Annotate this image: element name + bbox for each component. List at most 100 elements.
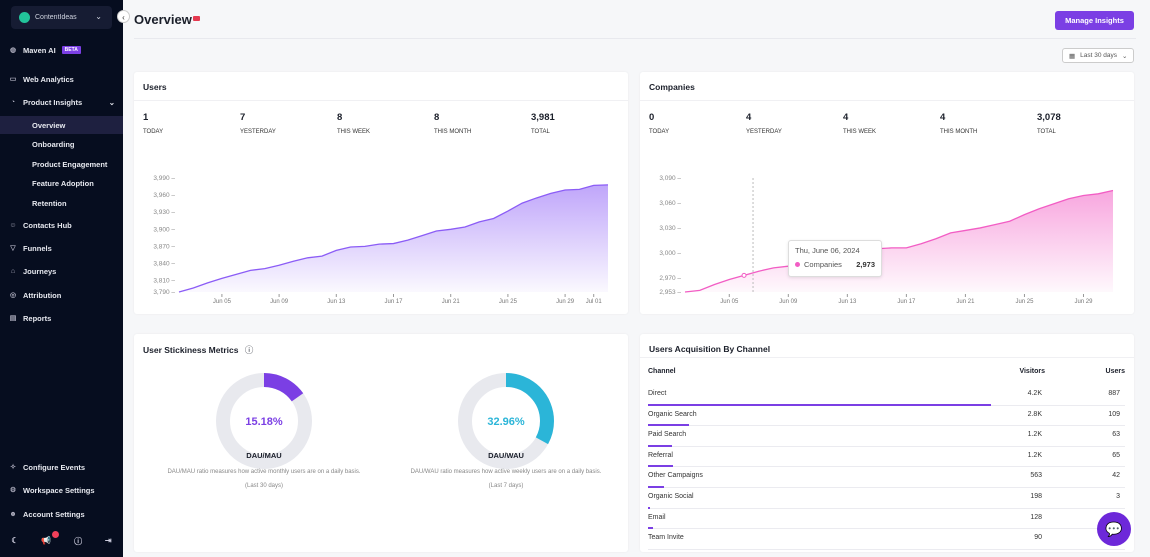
table-row[interactable]: Other Campaigns 563 42 <box>648 467 1125 488</box>
series-dot-icon <box>795 262 800 267</box>
chart-tooltip: Thu, June 06, 2024 Companies 2,973 <box>788 240 882 277</box>
label: Web Analytics <box>23 74 74 84</box>
sidebar-item-feature-adoption[interactable]: Feature Adoption <box>0 174 123 192</box>
sidebar-item-journeys[interactable]: ⌂ Journeys <box>0 262 123 280</box>
y-tick-label: 3,030 – <box>659 225 681 232</box>
sidebar-item-reports[interactable]: ▤ Reports <box>0 309 123 327</box>
table-row[interactable]: Organic Search 2.8K 109 <box>648 406 1125 427</box>
sidebar-item-product-engagement[interactable]: Product Engagement <box>0 155 123 173</box>
table-row[interactable]: Referral 1.2K 65 <box>648 447 1125 468</box>
x-tick-label: Jun 17 <box>384 299 403 305</box>
megaphone-icon[interactable]: 📢 <box>41 536 52 545</box>
attribution-icon: ◎ <box>9 292 17 299</box>
donut-value-arc <box>458 373 554 469</box>
tooltip-series: Companies <box>804 260 842 269</box>
label: Attribution <box>23 290 62 300</box>
stat-total: 3,981 TOTAL <box>531 112 555 135</box>
y-tick-label: 3,840 – <box>153 261 175 268</box>
date-range-label: Last 30 days <box>1080 52 1118 59</box>
date-range-select[interactable]: ▦ Last 30 days ⌄ <box>1062 48 1134 63</box>
tooltip-value: 2,973 <box>856 260 875 269</box>
tooltip-date: Thu, June 06, 2024 <box>795 246 860 255</box>
sidebar-item-retention[interactable]: Retention <box>0 194 123 212</box>
table-row[interactable]: Organic Social 198 3 <box>648 488 1125 509</box>
label: Retention <box>32 198 67 208</box>
y-tick-label: 3,060 – <box>659 200 681 207</box>
browser-icon: ▭ <box>9 76 17 83</box>
sidebar-item-configure-events[interactable]: ✧ Configure Events <box>0 458 123 476</box>
share-bar <box>648 465 673 468</box>
report-icon: ▤ <box>9 315 17 322</box>
acquisition-card: Users Acquisition By Channel Channel Vis… <box>640 334 1134 552</box>
area-fill <box>179 184 608 292</box>
hover-point <box>741 272 747 278</box>
video-icon[interactable] <box>193 16 200 21</box>
sidebar-item-overview[interactable]: Overview <box>0 116 123 134</box>
donut-percent: 32.96% <box>487 416 525 428</box>
label: Feature Adoption <box>32 178 94 188</box>
share-bar <box>648 527 653 530</box>
x-tick-label: Jun 25 <box>1015 299 1034 305</box>
gear-icon: ⚙ <box>9 487 17 494</box>
chevron-down-icon: ⌄ <box>108 97 115 107</box>
x-tick-label: Jun 05 <box>213 299 232 305</box>
label: Configure Events <box>23 462 86 472</box>
sidebar-item-maven-ai[interactable]: ◍ Maven AI BETA <box>0 41 123 59</box>
help-icon[interactable]: ⓘ <box>74 537 83 546</box>
chevron-down-icon: ⌄ <box>1122 52 1128 60</box>
sidebar-item-attribution[interactable]: ◎ Attribution <box>0 286 123 304</box>
funnel-icon: ▽ <box>10 245 16 252</box>
workspace-name: ContentIdeas <box>35 14 77 21</box>
sidebar-item-product-insights[interactable]: ◔ Product Insights ⌄ <box>0 93 123 111</box>
table-row[interactable]: Email 128 <box>648 509 1125 530</box>
y-tick-label: 3,960 – <box>153 192 175 199</box>
label: Onboarding <box>32 139 75 149</box>
info-icon[interactable]: ⓘ <box>244 345 254 355</box>
donut-percent: 15.18% <box>245 416 283 428</box>
stat-this-month: 8 THIS MONTH <box>434 112 472 135</box>
card-title: Users <box>143 82 167 92</box>
table-row[interactable]: Team Invite 90 <box>648 529 1125 550</box>
table-row[interactable]: Paid Search 1.2K 63 <box>648 426 1125 447</box>
x-tick-label: Jun 13 <box>327 299 346 305</box>
dau-mau-info: DAU/MAU DAU/MAU ratio measures how active… <box>167 451 361 489</box>
y-tick-label: 3,000 – <box>659 250 681 257</box>
sidebar-item-workspace-settings[interactable]: ⚙ Workspace Settings <box>0 481 123 499</box>
contacts-icon: ☺ <box>9 221 17 229</box>
y-tick-label: 3,790 – <box>153 289 175 296</box>
sidebar: ContentIdeas ⌄ ◍ Maven AI BETA ▭ Web Analyti… <box>0 0 123 557</box>
label: Funnels <box>23 243 52 253</box>
sidebar-item-onboarding[interactable]: Onboarding <box>0 135 123 153</box>
collapse-sidebar-button[interactable]: ‹ <box>117 10 130 23</box>
sidebar-item-account-settings[interactable]: ☻ Account Settings <box>0 505 123 523</box>
sidebar-item-funnels[interactable]: ▽ Funnels <box>0 239 123 257</box>
label: Overview <box>32 120 66 130</box>
col-users: Users <box>1105 368 1125 375</box>
sidebar-item-web-analytics[interactable]: ▭ Web Analytics <box>0 70 123 88</box>
card-title: Companies <box>649 82 695 92</box>
sidebar-item-contacts-hub[interactable]: ☺ Contacts Hub <box>0 216 123 234</box>
x-tick-label: Jun 13 <box>838 299 857 305</box>
y-tick-label: 2,953 – <box>659 289 681 296</box>
moon-icon[interactable]: ☾ <box>11 536 19 545</box>
x-tick-label: Jun 09 <box>779 299 798 305</box>
stat-yesterday: 7 YESTERDAY <box>240 112 276 135</box>
label: Workspace Settings <box>23 485 95 495</box>
manage-insights-button[interactable]: Manage Insights <box>1055 11 1134 30</box>
table-row[interactable]: Direct 4.2K 887 <box>648 385 1125 406</box>
stat-this-week: 4 THIS WEEK <box>843 112 877 135</box>
logout-icon[interactable]: ⇥ <box>104 536 112 545</box>
users-chart: 3,790 – 3,810 – 3,840 – 3,870 – 3,900 – 3,930… <box>153 175 609 305</box>
workspace-switcher[interactable]: ContentIdeas ⌄ <box>11 6 112 29</box>
stat-yesterday: 4 YESTERDAY <box>746 112 782 135</box>
dau-wau-info: DAU/WAU DAU/WAU ratio measures how active… <box>410 451 602 489</box>
col-channel: Channel <box>648 368 676 375</box>
chat-button[interactable]: 💬 <box>1097 512 1131 546</box>
label: Product Insights <box>23 97 83 107</box>
label: Product Engagement <box>32 159 108 169</box>
stat-total: 3,078 TOTAL <box>1037 112 1061 135</box>
brain-icon: ◍ <box>9 47 17 54</box>
x-tick-label: Jun 25 <box>499 299 518 305</box>
x-tick-label: Jun 21 <box>442 299 461 305</box>
beta-badge: BETA <box>61 46 81 54</box>
